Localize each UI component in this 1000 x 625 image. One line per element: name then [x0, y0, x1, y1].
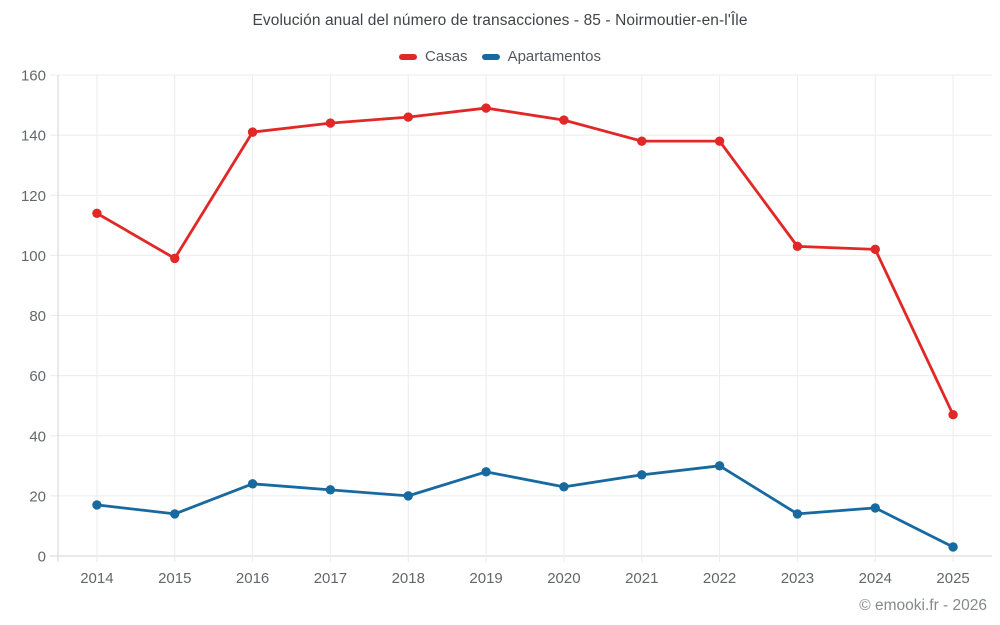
- apartamentos-data-point[interactable]: [870, 503, 880, 513]
- chart-title: Evolución anual del número de transaccio…: [252, 12, 748, 29]
- x-axis-tick-label: 2015: [158, 570, 191, 587]
- y-axis-tick-label: 0: [38, 549, 46, 566]
- legend-label-casas: Casas: [425, 48, 468, 65]
- casas-data-point[interactable]: [948, 410, 958, 420]
- x-axis-tick-label: 2022: [703, 570, 736, 587]
- apartamentos-data-point[interactable]: [170, 509, 180, 519]
- x-axis-tick-label: 2018: [392, 570, 425, 587]
- casas-data-point[interactable]: [403, 112, 413, 122]
- y-axis-tick-label: 160: [21, 68, 46, 85]
- y-axis-tick-label: 60: [29, 368, 46, 385]
- legend-item-apartamentos[interactable]: Apartamentos: [481, 48, 601, 65]
- legend: Casas Apartamentos: [0, 48, 1000, 65]
- x-axis-tick-label: 2017: [314, 570, 347, 587]
- casas-data-point[interactable]: [247, 127, 258, 137]
- casas-data-point[interactable]: [325, 118, 336, 128]
- casas-data-point[interactable]: [637, 136, 647, 146]
- legend-label-apartamentos: Apartamentos: [507, 48, 601, 65]
- apartamentos-data-point[interactable]: [247, 479, 258, 489]
- apartamentos-data-point[interactable]: [559, 482, 569, 492]
- casas-data-point[interactable]: [170, 253, 180, 264]
- x-axis-tick-label: 2014: [80, 570, 113, 587]
- apartamentos-data-point[interactable]: [92, 500, 102, 510]
- apartamentos-line: [95, 464, 955, 549]
- x-axis-tick-label: 2023: [781, 570, 814, 587]
- y-axis-tick-label: 140: [21, 128, 46, 145]
- x-axis-tick-label: 2020: [547, 570, 580, 587]
- casas-data-point[interactable]: [92, 208, 102, 218]
- casas-data-point[interactable]: [714, 136, 725, 146]
- legend-item-casas[interactable]: Casas: [399, 48, 468, 65]
- casas-data-point[interactable]: [481, 103, 491, 113]
- casas-swatch-icon: [399, 53, 418, 60]
- x-axis-tick-label: 2016: [236, 570, 269, 587]
- casas-data-point[interactable]: [792, 241, 803, 252]
- casas-data-point[interactable]: [870, 244, 880, 255]
- apartamentos-data-point[interactable]: [403, 491, 413, 501]
- apartamentos-data-point[interactable]: [325, 485, 336, 495]
- x-axis-tick-label: 2019: [469, 570, 502, 587]
- apartamentos-swatch-icon: [481, 53, 500, 60]
- casas-line: [95, 106, 955, 417]
- copyright-text: © emooki.fr - 2026: [859, 597, 987, 614]
- apartamentos-data-point[interactable]: [637, 470, 647, 480]
- apartamentos-data-point[interactable]: [714, 461, 725, 471]
- x-axis-tick-label: 2024: [859, 570, 892, 587]
- y-axis-tick-label: 120: [21, 188, 46, 205]
- y-axis-tick-label: 100: [21, 248, 46, 265]
- y-axis-tick-label: 80: [29, 308, 46, 325]
- apartamentos-data-point[interactable]: [481, 467, 491, 477]
- casas-data-point[interactable]: [559, 115, 569, 125]
- y-axis-tick-label: 40: [29, 428, 46, 445]
- apartamentos-data-point[interactable]: [792, 509, 803, 519]
- y-axis-tick-label: 20: [29, 488, 46, 505]
- x-axis-tick-label: 2021: [625, 570, 658, 587]
- x-axis-tick-label: 2025: [936, 570, 969, 587]
- apartamentos-data-point[interactable]: [948, 542, 958, 552]
